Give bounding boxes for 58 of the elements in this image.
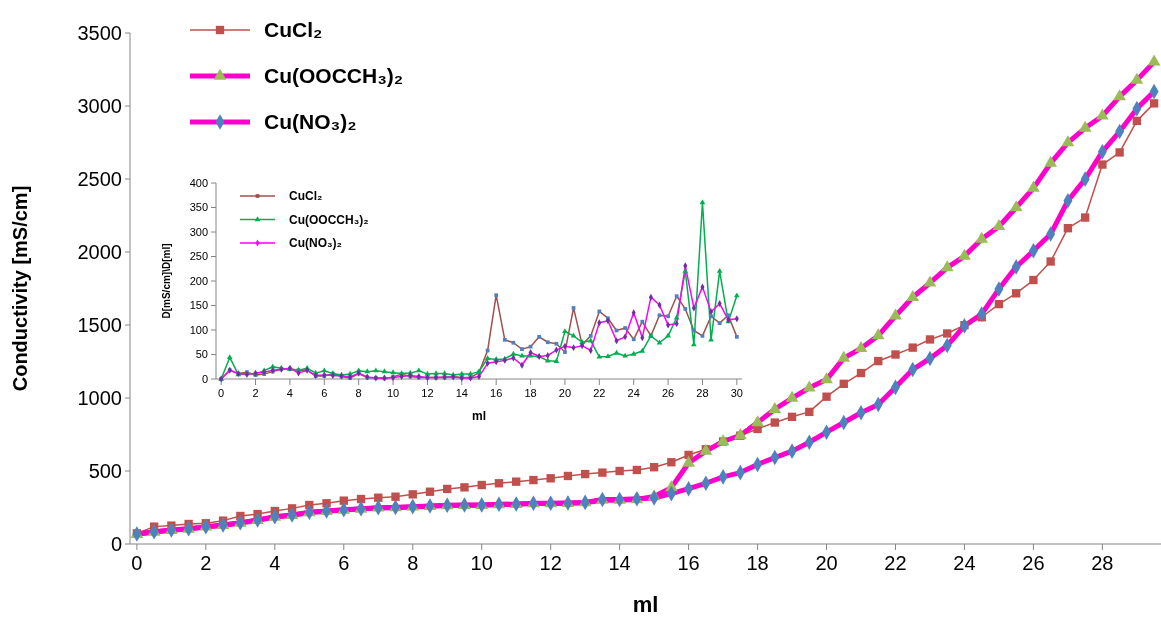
x-tick-label: 0	[131, 552, 143, 574]
x-tick-label: 8	[355, 386, 362, 399]
x-tick-label: 24	[953, 552, 976, 574]
y-tick-label: 2500	[77, 168, 122, 190]
x-tick-label: 20	[558, 386, 572, 399]
x-tick-label: 10	[470, 552, 493, 574]
legend-label: Cu(NO₃)₂	[289, 236, 342, 251]
y-tick-label: 1500	[77, 314, 122, 336]
x-tick-label: 2	[252, 386, 259, 399]
y-tick-label: 350	[189, 201, 208, 214]
x-tick-label: 14	[608, 552, 631, 574]
x-tick-label: 20	[815, 552, 838, 574]
y-tick-label: 200	[189, 274, 208, 287]
x-tick-label: 2	[200, 552, 212, 574]
y-tick-label: 0	[110, 533, 122, 555]
x-tick-label: 12	[421, 386, 434, 399]
x-tick-label: 12	[539, 552, 562, 574]
x-tick-label: 28	[1091, 552, 1114, 574]
x-tick-label: 4	[286, 386, 293, 399]
x-tick-label: 6	[321, 386, 328, 399]
y-tick-label: 3500	[77, 22, 122, 44]
y-tick-label: 500	[88, 460, 122, 482]
y-tick-label: 100	[189, 323, 208, 336]
x-tick-label: 4	[269, 552, 281, 574]
legend-label: CuCl₂	[289, 189, 323, 204]
x-tick-label: 26	[1022, 552, 1045, 574]
x-tick-label: 0	[218, 386, 225, 399]
y-tick-label: 150	[189, 299, 208, 312]
x-tick-label: 24	[627, 386, 640, 399]
y-tick-label: 300	[189, 225, 208, 238]
y-tick-label: 2000	[77, 241, 122, 263]
x-tick-label: 26	[661, 386, 675, 399]
y-axis-title: D[mS/cm]\D[ml]	[161, 243, 172, 319]
x-tick-label: 28	[696, 386, 709, 399]
x-tick-label: 10	[386, 386, 400, 399]
x-tick-label: 18	[746, 552, 769, 574]
x-axis-title: ml	[471, 409, 487, 423]
x-tick-label: 30	[730, 386, 743, 399]
y-tick-label: 0	[201, 372, 208, 385]
legend-label: Cu(NO₃)₂	[264, 110, 357, 134]
y-tick-label: 50	[195, 348, 208, 361]
x-tick-label: 14	[455, 386, 468, 399]
y-tick-label: 250	[189, 250, 208, 263]
x-tick-label: 16	[490, 386, 503, 399]
y-tick-label: 1000	[77, 387, 122, 409]
x-tick-label: 18	[524, 386, 537, 399]
y-tick-label: 400	[189, 176, 208, 189]
x-tick-label: 6	[338, 552, 350, 574]
legend-label: Cu(OOCCH₃)₂	[264, 64, 404, 88]
legend-label: CuCl₂	[264, 18, 323, 42]
x-tick-label: 22	[884, 552, 907, 574]
y-tick-label: 3000	[77, 95, 122, 117]
x-tick-label: 8	[407, 552, 419, 574]
legend-label: Cu(OOCCH₃)₂	[289, 212, 369, 227]
x-tick-label: 16	[677, 552, 700, 574]
x-tick-label: 22	[593, 386, 606, 399]
x-axis-title: ml	[632, 592, 659, 617]
y-axis-title: Conductivity [mS/cm]	[9, 185, 31, 392]
